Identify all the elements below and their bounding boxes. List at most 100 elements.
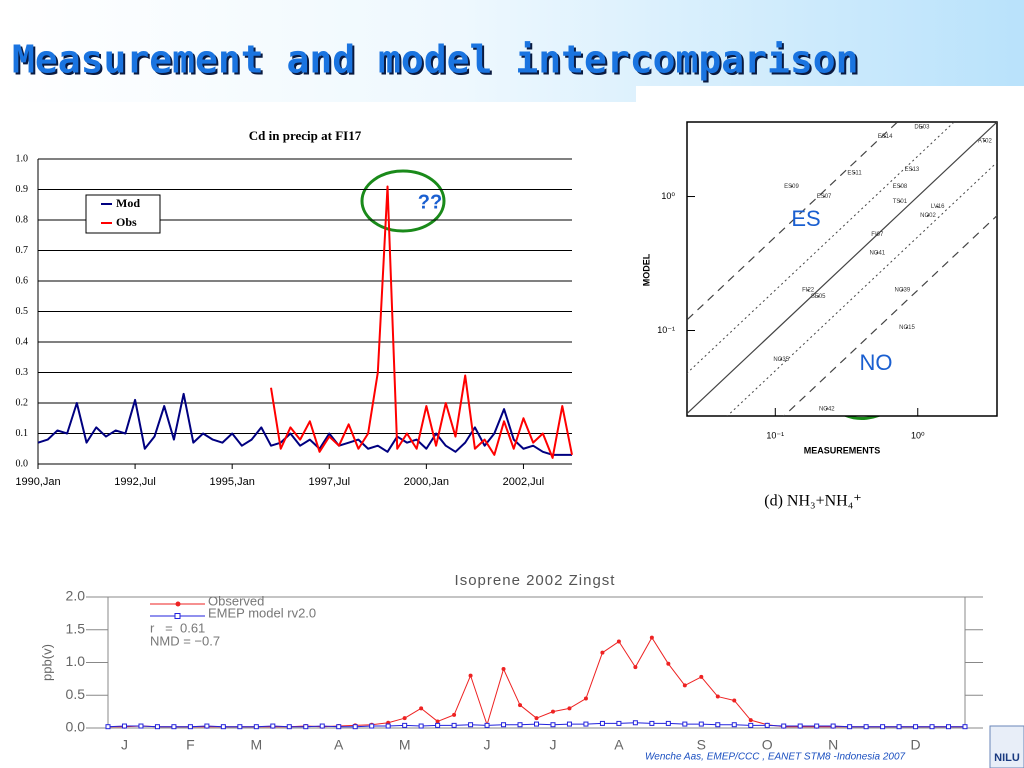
data-point [698,721,704,727]
legend-label: Mod [116,196,140,210]
data-point [616,720,622,726]
point-label: NO35 [773,357,789,363]
y-tick-label: 0.5 [66,686,86,702]
data-point [682,721,688,727]
x-tick-label: N [828,737,838,753]
x-tick-label: 1995,Jan [210,476,255,488]
reference-line [687,122,899,321]
data-point [517,722,523,728]
data-point [600,650,605,655]
y-tick-label: 0.9 [16,184,29,195]
chart-caption: (d) NH₃+NH₄⁺ [764,493,862,510]
data-point [583,696,588,701]
legend-marker [175,601,181,607]
legend-label: Observed [208,593,264,608]
data-point [550,709,555,714]
y-axis-label: MODEL [641,253,651,286]
x-tick-label: J [121,737,128,753]
data-point [823,195,826,198]
data-point [286,724,292,730]
data-point [825,407,828,410]
point-label: ES13 [905,167,920,173]
data-point [929,724,935,730]
data-point [550,722,556,728]
data-point [780,358,783,361]
annotation: NMD = −0.7 [150,633,220,648]
data-point [920,126,923,129]
reference-lines [687,122,997,416]
header-notch [636,86,1024,104]
reference-line [687,122,997,415]
data-point [319,723,325,729]
data-point [599,720,605,726]
data-point [962,724,968,730]
data-point [633,665,638,670]
data-point [451,722,457,728]
x-tick-label: 1997,Jul [308,476,350,488]
data-point [518,703,523,708]
data-point [764,722,770,728]
data-point [187,724,193,730]
y-tick-label: 0.3 [16,367,29,378]
series-line [37,392,572,456]
point-label: ES14 [878,134,893,140]
x-tick-label: 1990,Jan [15,476,60,488]
highlight-ellipse [360,169,446,233]
point-label: ES11 [847,171,862,177]
data-point [352,724,358,730]
data-point [817,295,820,298]
data-point [435,722,441,728]
data-point [781,723,787,729]
y-tick-label: 0.6 [16,275,29,286]
footer: Wenche Aas, EMEP/CCC , EANET STM8 -Indon… [645,752,906,763]
data-point [876,251,879,254]
data-point [369,723,375,729]
reference-line [783,214,997,416]
point-label: NO42 [819,406,835,412]
data-point [910,168,913,171]
data-point [913,724,919,730]
data-point [270,723,276,729]
y-tick-label: 0.2 [16,397,29,408]
point-label: LV16 [931,204,945,210]
y-tick-label: 1.0 [16,153,29,164]
annotation: r = 0.61 [150,620,205,635]
y-tick-label: 10⁻¹ [657,325,675,335]
data-point [534,716,539,721]
chart-title: Isoprene 2002 Zingst [455,572,616,589]
data-point [583,721,589,727]
data-point [204,723,210,729]
point-label: NO15 [899,325,915,331]
data-point [303,724,309,730]
data-point [501,722,507,728]
logo-box [989,725,1024,768]
y-tick-label: 0.8 [16,214,29,225]
data-point [790,185,793,188]
x-tick-label: M [399,737,411,753]
data-point [732,698,737,703]
point-label: DE03 [914,125,930,131]
x-tick-label: 2002,Jul [503,476,545,488]
data-point [105,724,111,730]
data-point [534,721,539,727]
data-point [336,724,342,730]
y-tick-label: 1.0 [66,653,86,669]
y-tick-label: 1.5 [66,620,86,636]
data-point [748,718,753,723]
data-point [402,716,407,721]
data-point [220,724,226,730]
data-point [830,723,836,729]
data-point [807,289,810,292]
data-point [748,722,754,728]
x-tick-label: 1992,Jul [114,476,156,488]
data-point [419,706,424,711]
y-tick-label: 10⁰ [661,191,675,201]
x-tick-label: J [549,737,556,753]
data-point [632,720,638,726]
data-point [863,724,869,730]
data-point [884,135,887,138]
x-tick-label: 10⁻¹ [766,430,784,440]
data-point [649,720,655,726]
y-tick-label: 0.4 [16,336,29,347]
data-point [418,723,424,729]
